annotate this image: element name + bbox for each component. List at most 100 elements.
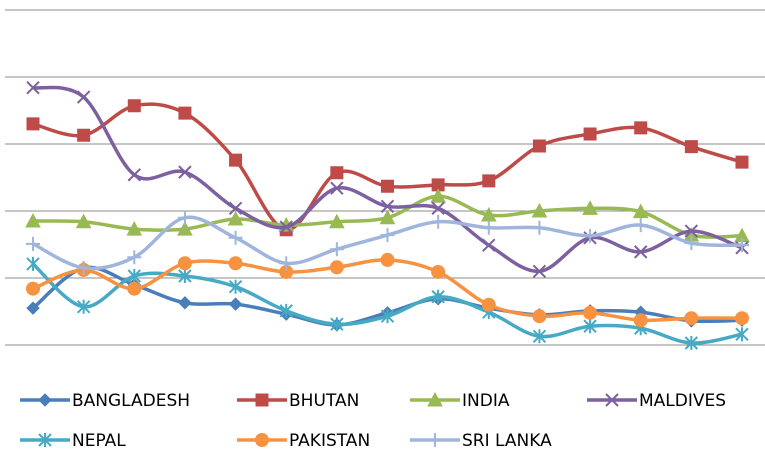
legend-label: MALDIVES — [639, 391, 726, 411]
data-point — [431, 289, 445, 304]
data-point — [177, 210, 192, 225]
data-point — [632, 203, 649, 219]
data-point — [684, 311, 699, 326]
data-point — [178, 268, 192, 283]
data-point — [26, 236, 40, 251]
data-point — [76, 299, 91, 314]
data-point — [279, 220, 293, 234]
legend-label: BHUTAN — [289, 391, 359, 411]
data-point — [329, 242, 344, 257]
data-point — [26, 81, 40, 95]
data-point — [481, 220, 496, 235]
legend-label: SRI LANKA — [462, 431, 552, 451]
data-point — [583, 127, 597, 141]
data-point — [177, 221, 193, 236]
legend-marker — [428, 433, 442, 447]
data-point — [482, 174, 496, 188]
data-point — [380, 309, 395, 324]
data-point — [76, 260, 91, 275]
data-point — [330, 166, 344, 180]
legend-marker — [255, 433, 269, 447]
data-point — [583, 228, 598, 243]
data-point — [634, 121, 648, 135]
data-point — [126, 221, 143, 236]
legend-label: PAKISTAN — [289, 431, 370, 451]
data-point — [177, 256, 192, 271]
data-point — [279, 256, 294, 271]
data-point — [431, 178, 445, 192]
data-point — [76, 90, 91, 104]
data-point — [684, 224, 699, 238]
data-point — [380, 252, 395, 267]
legend-marker — [427, 391, 443, 407]
data-point — [77, 128, 91, 142]
data-point — [735, 238, 749, 253]
data-point — [229, 153, 243, 167]
data-point — [582, 200, 598, 215]
data-point — [430, 188, 446, 203]
data-point — [583, 305, 598, 320]
data-point — [684, 236, 699, 251]
data-point — [127, 268, 141, 283]
data-point — [633, 218, 648, 233]
data-point — [380, 228, 395, 243]
data-point — [178, 106, 192, 120]
legend-marker — [255, 393, 269, 407]
data-point — [178, 165, 192, 179]
data-point — [531, 202, 548, 218]
data-point — [532, 220, 547, 235]
data-point — [329, 260, 344, 275]
data-point — [26, 256, 40, 271]
data-point — [26, 301, 40, 315]
data-point — [532, 309, 547, 324]
data-point — [481, 297, 496, 312]
series-line — [31, 262, 743, 345]
data-point — [583, 319, 597, 334]
data-point — [532, 329, 547, 344]
data-point — [228, 297, 243, 311]
data-point — [127, 250, 142, 265]
legend-marker — [38, 433, 52, 447]
data-point — [26, 281, 40, 296]
data-point — [329, 213, 345, 229]
data-point — [431, 201, 445, 216]
data-point — [127, 99, 141, 113]
data-point — [228, 256, 243, 271]
legend-marker — [38, 393, 52, 407]
data-point — [634, 245, 648, 259]
data-point — [228, 201, 243, 216]
data-point — [279, 264, 294, 279]
data-point — [228, 230, 243, 245]
data-point — [532, 264, 547, 279]
legend-marker — [605, 393, 619, 407]
data-point — [178, 296, 192, 310]
data-point — [25, 212, 41, 228]
series-line — [32, 102, 743, 232]
data-point — [735, 155, 749, 169]
data-point — [431, 264, 446, 279]
data-point — [330, 181, 344, 195]
data-point — [127, 168, 141, 182]
data-point — [482, 238, 496, 252]
data-point — [26, 117, 40, 131]
data-point — [379, 209, 396, 225]
data-point — [633, 313, 648, 328]
data-point — [532, 139, 546, 153]
data-point — [75, 213, 92, 229]
data-point — [735, 327, 749, 342]
data-point — [127, 281, 142, 296]
data-point — [228, 279, 243, 294]
data-point — [227, 210, 244, 226]
data-point — [330, 317, 344, 332]
series-line — [32, 85, 743, 274]
data-point — [279, 303, 293, 318]
data-point — [735, 311, 749, 326]
data-point — [431, 214, 446, 229]
data-point — [684, 140, 698, 154]
data-point — [380, 199, 395, 214]
legend-label: INDIA — [462, 391, 510, 411]
data-point — [684, 335, 699, 350]
legend-label: BANGLADESH — [72, 391, 190, 411]
legend-label: NEPAL — [72, 431, 126, 451]
